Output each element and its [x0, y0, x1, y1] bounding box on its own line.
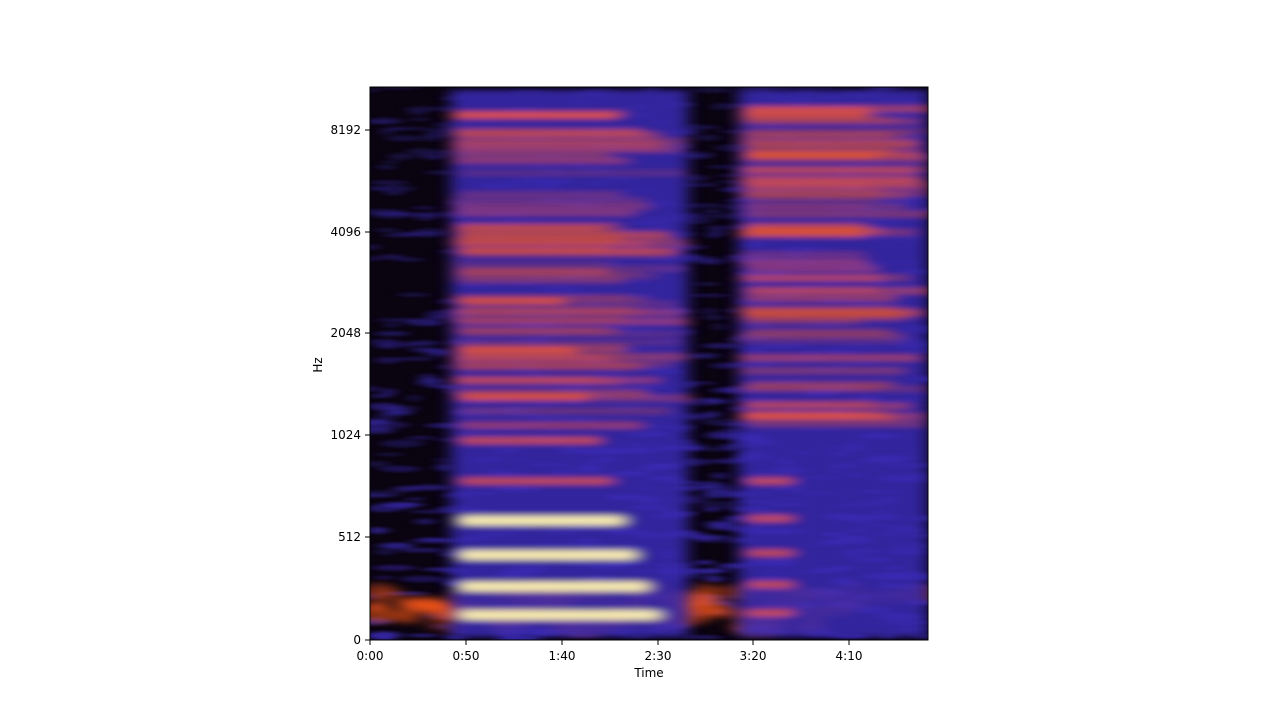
y-tick-label-512: 512: [338, 530, 361, 544]
y-tick-4096: 4096: [330, 225, 370, 239]
x-tick-1-40: 1:40: [549, 640, 576, 663]
y-tick-2048: 2048: [330, 326, 370, 340]
x-axis: 0:00 0:50 1:40 2:30 3:20 4:10 Time: [357, 640, 863, 680]
y-axis: 0 512 1024 2048 4096 8192 Hz: [311, 123, 370, 647]
x-tick-label-0-50: 0:50: [453, 649, 480, 663]
y-tick-label-4096: 4096: [330, 225, 361, 239]
y-tick-1024: 1024: [330, 428, 370, 442]
y-tick-label-8192: 8192: [330, 123, 361, 137]
voiced-segment: [450, 90, 694, 637]
x-tick-label-0-00: 0:00: [357, 649, 384, 663]
x-tick-3-20: 3:20: [740, 640, 767, 663]
x-tick-label-3-20: 3:20: [740, 649, 767, 663]
y-tick-label-1024: 1024: [330, 428, 361, 442]
y-axis-label: Hz: [311, 357, 325, 372]
y-tick-0: 0: [353, 633, 370, 647]
spectrogram-plot: [369, 86, 929, 641]
x-tick-0-50: 0:50: [453, 640, 480, 663]
y-tick-8192: 8192: [330, 123, 370, 137]
x-axis-label: Time: [633, 666, 663, 680]
spectrogram-heatmap: [370, 87, 928, 640]
x-tick-label-1-40: 1:40: [549, 649, 576, 663]
y-tick-label-0: 0: [353, 633, 361, 647]
y-tick-512: 512: [338, 530, 370, 544]
x-tick-2-30: 2:30: [645, 640, 672, 663]
x-tick-label-4-10: 4:10: [836, 649, 863, 663]
x-tick-4-10: 4:10: [836, 640, 863, 663]
y-tick-label-2048: 2048: [330, 326, 361, 340]
voiced-segment: [738, 90, 928, 637]
plot-frame: [369, 86, 929, 641]
x-tick-label-2-30: 2:30: [645, 649, 672, 663]
x-tick-0-00: 0:00: [357, 640, 384, 663]
